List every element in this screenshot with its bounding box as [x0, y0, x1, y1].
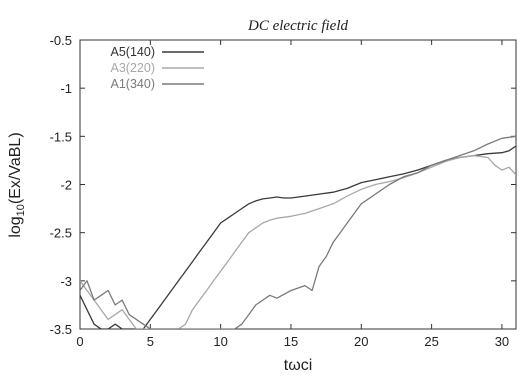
y-axis-label-sub: 10: [15, 204, 27, 216]
y-axis-label-base: log: [7, 216, 24, 237]
series-line-2: [80, 135, 516, 329]
y-axis-label-rest: (Ex/VaBL): [7, 132, 24, 204]
x-tick-label: 15: [284, 334, 298, 349]
y-tick-label: -1: [60, 81, 72, 96]
x-tick-label: 30: [495, 334, 509, 349]
legend: A5(140) A3(220) A1(340): [111, 45, 204, 91]
y-tick-label: -1.5: [50, 129, 72, 144]
legend-label-0: A5(140): [111, 45, 155, 59]
x-axis-label: tωci: [284, 357, 313, 374]
x-tick-label: 20: [354, 334, 368, 349]
y-tick-label: -3.5: [50, 322, 72, 337]
series-layer: [80, 135, 516, 329]
chart-title: DC electric field: [247, 18, 348, 34]
x-tick-label: 25: [424, 334, 438, 349]
legend-label-2: A1(340): [111, 77, 155, 91]
y-tick-label: -3: [60, 274, 72, 289]
y-axis-label: log10(Ex/VaBL): [7, 132, 27, 237]
legend-label-1: A3(220): [111, 61, 155, 75]
y-tick-label: -2.5: [50, 226, 72, 241]
x-tick-label: 0: [76, 334, 83, 349]
series-line-0: [80, 145, 516, 329]
x-axis: 0 5 10 15 20 25 30: [76, 40, 509, 349]
series-line-1: [80, 154, 516, 329]
y-axis: -3.5 -3 -2.5 -2 -1.5 -1 -0.5: [50, 33, 516, 337]
y-tick-label: -0.5: [50, 33, 72, 48]
y-tick-label: -2: [60, 178, 72, 193]
x-tick-label: 5: [147, 334, 154, 349]
x-tick-label: 10: [213, 334, 227, 349]
